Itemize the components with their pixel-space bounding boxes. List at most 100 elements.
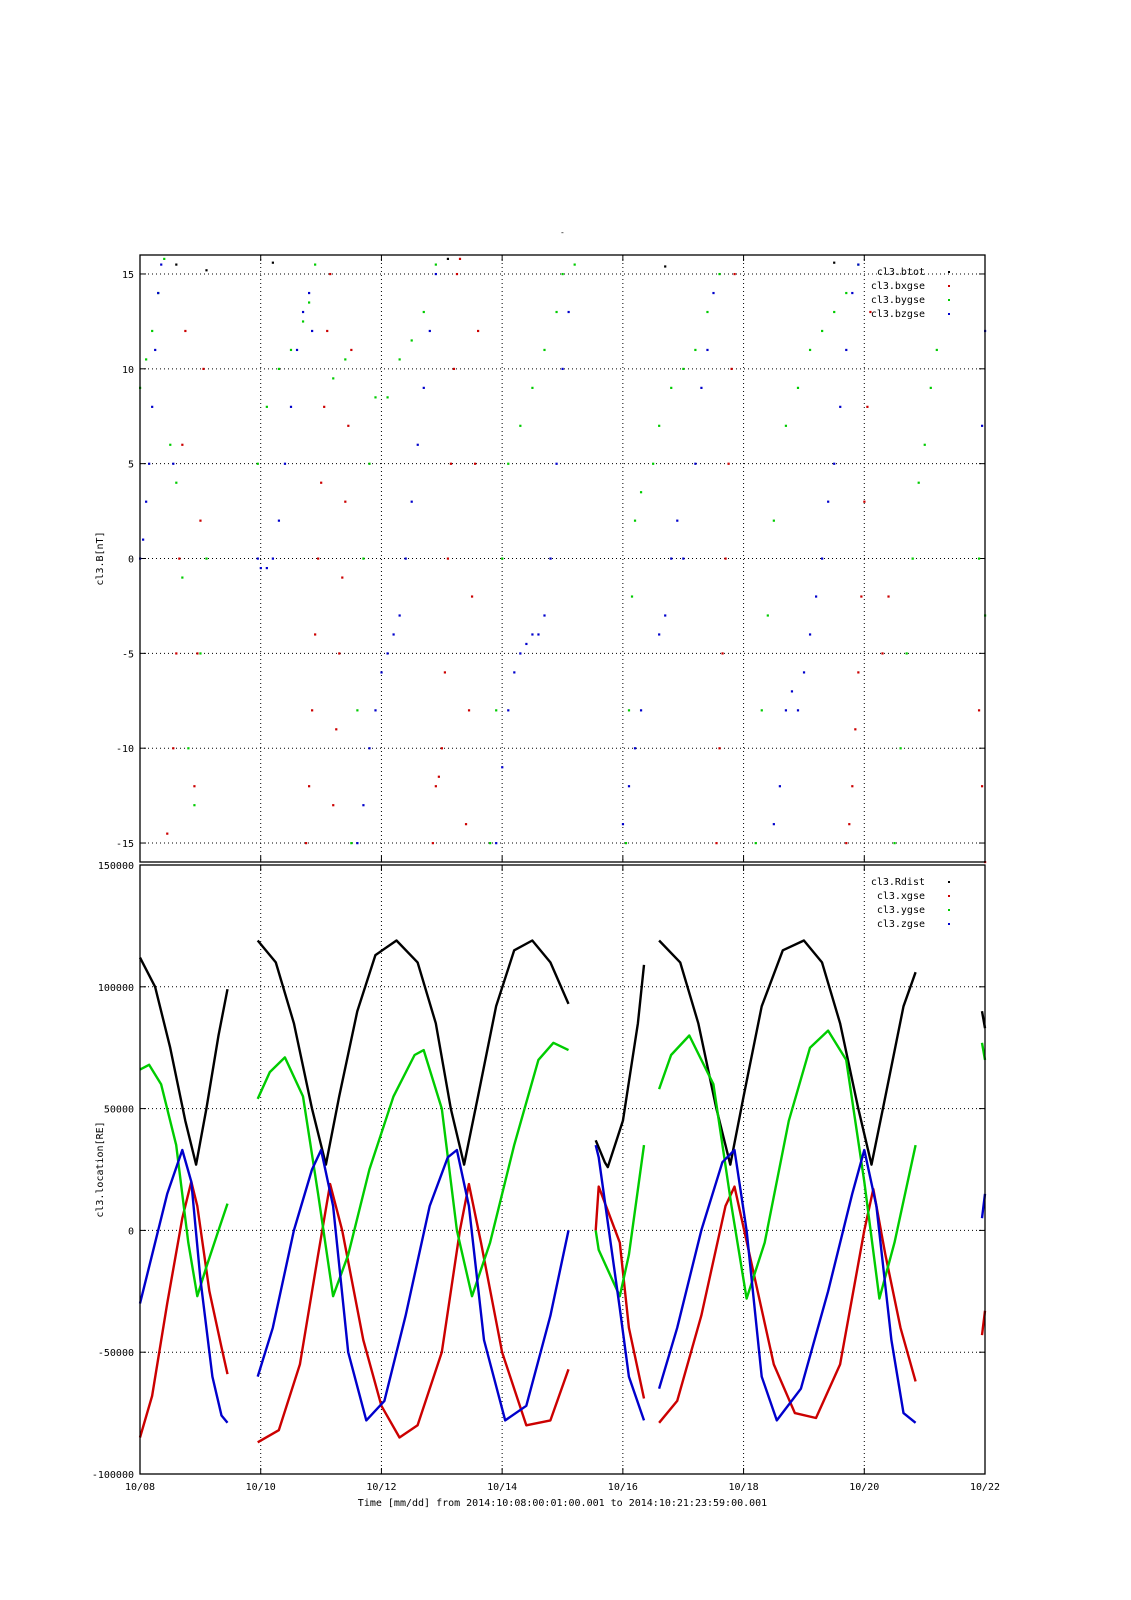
data-point [827, 500, 830, 503]
data-point [181, 576, 184, 579]
data-point [899, 747, 902, 750]
data-point [845, 291, 848, 295]
data-point [154, 348, 157, 352]
data-point [567, 310, 570, 314]
data-point [513, 671, 516, 674]
data-point [374, 709, 377, 712]
data-point [308, 301, 311, 304]
legend-swatch [948, 271, 950, 273]
y-tick-label: 15 [122, 270, 134, 281]
data-point [537, 633, 540, 636]
legend-swatch [948, 299, 950, 301]
data-point [893, 842, 896, 845]
legend-label: cl3.bxgse [871, 281, 925, 292]
y-tick-label: -10 [116, 744, 134, 755]
x-tick-label: 10/22 [970, 1482, 1000, 1493]
data-point [265, 405, 268, 408]
data-point [682, 367, 685, 371]
data-point [446, 257, 450, 260]
data-point [314, 633, 317, 636]
data-point [323, 405, 326, 408]
data-point [368, 462, 371, 465]
data-point [977, 557, 981, 560]
data-point [464, 823, 468, 826]
data-point [911, 557, 914, 560]
data-point [265, 566, 268, 570]
data-point [332, 804, 335, 807]
data-point [917, 481, 920, 484]
data-point [256, 462, 259, 465]
data-point [172, 747, 175, 750]
series-line [257, 1182, 570, 1444]
data-point [694, 348, 697, 352]
data-point [277, 519, 281, 522]
y-tick-label: -50000 [98, 1348, 134, 1359]
data-point [664, 614, 667, 617]
data-point [754, 842, 757, 845]
data-point [157, 291, 160, 295]
legend-label: cl3.zgse [877, 919, 925, 930]
data-point [501, 557, 504, 560]
data-point [796, 709, 800, 712]
legend-swatch [948, 881, 950, 883]
data-point [145, 358, 148, 361]
data-point [362, 804, 365, 807]
legend-swatch [948, 313, 950, 315]
data-point [410, 500, 413, 503]
data-point [624, 842, 628, 845]
series-line [594, 1185, 646, 1399]
data-point [416, 443, 419, 446]
data-point [308, 291, 311, 295]
page-title: - [560, 228, 565, 237]
data-point [495, 842, 498, 845]
data-point [652, 462, 655, 465]
data-point [851, 291, 854, 295]
y-axis-label: cl3.location[RE] [95, 1121, 106, 1217]
data-point [715, 842, 718, 845]
y-tick-label: -5 [122, 649, 134, 660]
data-point [772, 823, 775, 826]
series-line [138, 957, 229, 1166]
data-point [501, 766, 504, 769]
data-point [935, 348, 938, 352]
series-line [594, 964, 646, 1169]
data-point [356, 709, 359, 712]
legend-label: cl3.ygse [877, 905, 925, 916]
legend-label: cl3.btot [877, 267, 925, 278]
data-point [271, 261, 274, 264]
y-tick-label: 50000 [104, 1105, 134, 1116]
data-point [815, 595, 818, 598]
data-point [163, 257, 166, 260]
legend-swatch [948, 923, 950, 925]
data-point [766, 614, 769, 617]
data-point [833, 261, 836, 264]
data-point [905, 652, 908, 655]
data-point [458, 257, 462, 260]
data-point [160, 263, 163, 266]
data-point [519, 652, 522, 655]
data-point [314, 263, 317, 266]
plot-frame [139, 254, 986, 863]
data-point [507, 709, 510, 712]
data-point [443, 671, 447, 674]
data-point [256, 557, 259, 560]
data-point [289, 348, 293, 352]
data-point [821, 557, 824, 560]
data-point [467, 709, 471, 712]
data-point [283, 462, 287, 465]
data-point [175, 652, 178, 655]
x-tick-label: 10/08 [125, 1482, 155, 1493]
data-point [670, 557, 673, 560]
data-point [682, 557, 685, 560]
legend-label: cl3.bygse [871, 295, 925, 306]
data-point [386, 652, 389, 655]
data-point [549, 557, 552, 560]
data-point [730, 367, 733, 371]
data-point [869, 310, 872, 314]
data-point [543, 348, 546, 352]
series-line [256, 1041, 570, 1298]
data-point [368, 747, 371, 750]
data-point [555, 310, 558, 314]
data-point [543, 614, 546, 617]
